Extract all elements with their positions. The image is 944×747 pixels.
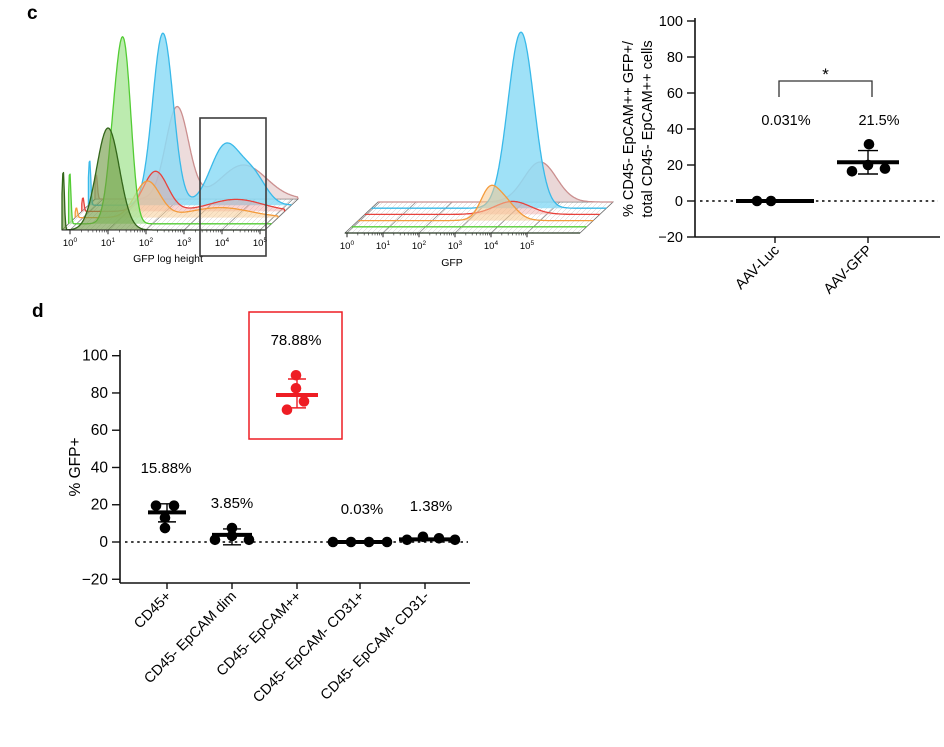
group-AAV-Luc: 0.031% bbox=[736, 113, 814, 207]
data-point bbox=[345, 536, 357, 548]
y-tick-label: 100 bbox=[82, 348, 108, 365]
data-point bbox=[449, 534, 461, 546]
y-axis-title: % GFP+ bbox=[67, 437, 84, 496]
category-label: CD45- EpCAM- CD31+ bbox=[250, 589, 368, 707]
percentage-annotation: 0.031% bbox=[761, 113, 810, 129]
gate-box bbox=[199, 117, 267, 257]
group-CD45- EpCAM- CD31+: 0.03% bbox=[327, 501, 393, 548]
x-tick-label: 103 bbox=[177, 237, 192, 249]
category-label: AAV-GFP bbox=[821, 243, 876, 298]
category-label: CD45- EpCAM- CD31- bbox=[318, 588, 433, 703]
group-CD45+: 15.88% bbox=[141, 460, 192, 534]
data-point bbox=[226, 530, 238, 542]
y-tick-label: 20 bbox=[91, 497, 109, 514]
x-axis-title: GFP bbox=[441, 257, 463, 269]
y-tick-label: 100 bbox=[659, 14, 683, 30]
percentage-annotation: 15.88% bbox=[141, 460, 192, 477]
group-CD45- EpCAM dim: 3.85% bbox=[209, 495, 255, 546]
group-CD45- EpCAM- CD31-: 1.38% bbox=[399, 498, 461, 546]
x-axis-title: GFP log height bbox=[133, 253, 203, 265]
x-tick-label: 102 bbox=[139, 237, 154, 249]
data-point bbox=[765, 195, 777, 207]
data-point bbox=[290, 383, 302, 394]
y-tick-label: 0 bbox=[675, 194, 683, 210]
data-point bbox=[159, 512, 171, 524]
category-label: CD45+ bbox=[131, 589, 175, 633]
data-point bbox=[381, 536, 393, 548]
floor-decade-line bbox=[346, 201, 381, 234]
data-point bbox=[243, 534, 255, 546]
data-point bbox=[401, 534, 413, 546]
x-tick-label: 100 bbox=[63, 237, 78, 249]
significance-star: * bbox=[822, 65, 829, 84]
data-point bbox=[150, 500, 162, 511]
x-tick-label: 104 bbox=[484, 240, 499, 252]
floor-decade-line bbox=[382, 201, 417, 234]
data-point bbox=[862, 159, 874, 171]
flow-series-cyan bbox=[371, 31, 607, 209]
percentage-annotation: 3.85% bbox=[211, 495, 254, 512]
data-point bbox=[290, 369, 302, 381]
y-tick-label: 0 bbox=[99, 534, 108, 551]
data-point bbox=[159, 522, 171, 534]
data-point bbox=[327, 536, 339, 548]
x-tick-label: 105 bbox=[520, 240, 535, 252]
category-label: AAV-Luc bbox=[732, 243, 782, 293]
group-CD45- EpCAM++: 78.88% bbox=[248, 311, 343, 440]
x-tick-label: 103 bbox=[448, 240, 463, 252]
y-tick-label: −20 bbox=[658, 230, 683, 246]
y-axis-title-line1: % CD45- EpCAM++ GFP+/ bbox=[621, 40, 637, 217]
floor-decade-line bbox=[418, 201, 453, 234]
x-tick-label: 101 bbox=[101, 237, 116, 249]
significance-bracket bbox=[778, 80, 873, 97]
y-tick-label: 20 bbox=[667, 158, 683, 174]
data-point bbox=[433, 532, 445, 544]
x-tick-label: 101 bbox=[376, 240, 391, 252]
data-point bbox=[298, 396, 310, 407]
percentage-annotation: 1.38% bbox=[410, 498, 453, 515]
y-tick-label: −20 bbox=[82, 571, 109, 588]
y-tick-label: 40 bbox=[91, 459, 109, 476]
flow-plot-flow_gfp: 100 101 102 103 104 105 GFP bbox=[340, 31, 615, 269]
y-tick-label: 40 bbox=[667, 122, 683, 138]
x-tick-label: 104 bbox=[215, 237, 230, 249]
y-tick-label: 80 bbox=[91, 385, 109, 402]
data-point bbox=[879, 163, 891, 174]
group-AAV-GFP: 21.5% bbox=[837, 113, 900, 177]
panel-c-label: c bbox=[27, 3, 38, 24]
y-tick-label: 80 bbox=[667, 50, 683, 66]
data-point bbox=[209, 534, 221, 546]
x-tick-label: 102 bbox=[412, 240, 427, 252]
data-point bbox=[281, 404, 293, 416]
scatter-plot-scatter_c: 100 80 60 40 20 0 −20 AAV-Luc AAV-GFP 0.031% 21.5%… bbox=[621, 14, 940, 298]
y-axis-title-line2: total CD45- EpCAM++ cells bbox=[640, 40, 656, 217]
percentage-annotation: 21.5% bbox=[858, 113, 899, 129]
x-tick-label: 100 bbox=[340, 240, 355, 252]
data-point bbox=[168, 500, 180, 511]
data-point bbox=[226, 522, 238, 534]
data-point bbox=[417, 531, 429, 543]
highlight-box bbox=[248, 311, 343, 440]
panel-d-label: d bbox=[32, 301, 44, 322]
percentage-annotation: 0.03% bbox=[341, 501, 384, 518]
data-point bbox=[846, 166, 858, 177]
y-tick-label: 60 bbox=[667, 86, 683, 102]
data-point bbox=[751, 195, 763, 207]
data-point bbox=[363, 536, 375, 548]
y-tick-label: 60 bbox=[91, 422, 109, 439]
flow-series-orange bbox=[358, 184, 594, 222]
data-point bbox=[863, 139, 875, 150]
percentage-annotation: 78.88% bbox=[271, 332, 322, 349]
